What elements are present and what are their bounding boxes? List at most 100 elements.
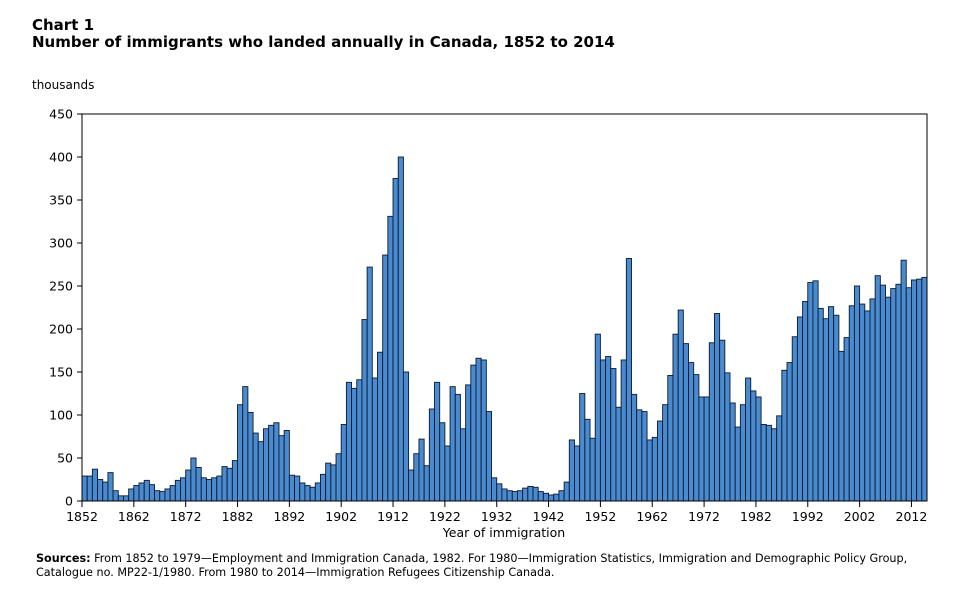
bar-1854 — [91, 468, 99, 502]
bar-2006 — [879, 284, 886, 502]
x-axis: 1852 1862 1872 1882 1892 1902 1912 1922 1932 1942… — [66, 501, 927, 524]
bar-1950 — [589, 437, 596, 502]
bar-1853 — [86, 475, 93, 502]
bar-1860 — [123, 495, 130, 502]
bar-1883 — [242, 386, 249, 502]
sources-text: From 1852 to 1979—Employment and Immigra… — [36, 552, 908, 579]
bar-1989 — [791, 336, 798, 502]
bar-1958 — [631, 393, 638, 502]
bar-1920 — [434, 381, 441, 502]
bar-1932 — [496, 483, 503, 502]
bar-1946 — [568, 439, 575, 502]
y-tick-label: 250 — [49, 279, 73, 294]
bar-1978 — [734, 426, 741, 502]
x-tick-label: 1872 — [170, 509, 202, 524]
bar-1985 — [771, 428, 778, 502]
bar-1877 — [211, 477, 218, 502]
bar-1904 — [351, 387, 358, 502]
bar-1905 — [356, 379, 363, 502]
bar-1870 — [174, 479, 181, 502]
bar-1931 — [491, 477, 498, 502]
bar-1998 — [838, 350, 845, 502]
sources-label: Sources: — [36, 552, 91, 565]
y-tick-label: 300 — [49, 236, 73, 251]
y-tick-label: 400 — [49, 150, 73, 165]
bar-1867 — [159, 491, 166, 502]
bar-1977 — [729, 402, 736, 502]
bar-2008 — [890, 288, 897, 502]
chart-number: Chart 1 — [32, 16, 95, 34]
bar-1868 — [164, 488, 171, 502]
bar-1971 — [698, 396, 705, 502]
bar-1940 — [537, 491, 544, 502]
x-tick-label: 1852 — [66, 509, 98, 524]
bar-1891 — [283, 430, 290, 502]
bar-1972 — [703, 396, 710, 502]
bar-1875 — [200, 477, 207, 502]
bar-1892 — [288, 474, 295, 502]
bar-1944 — [558, 490, 565, 502]
bar-1961 — [646, 439, 653, 502]
bar-1899 — [325, 462, 332, 502]
bar-1890 — [278, 435, 285, 502]
bar-2012 — [911, 279, 918, 502]
x-tick-label: 1992 — [792, 509, 824, 524]
bar-1953 — [605, 356, 612, 502]
bar-1930 — [485, 411, 492, 502]
bar-1999 — [843, 337, 850, 502]
x-tick-label: 1912 — [377, 509, 409, 524]
bar-2002 — [859, 303, 866, 502]
bar-1991 — [802, 301, 809, 502]
x-tick-label: 1952 — [584, 509, 616, 524]
bar-1901 — [335, 453, 342, 502]
bar-1906 — [361, 319, 368, 502]
bar-2013 — [916, 278, 923, 502]
bar-1862 — [133, 485, 140, 502]
bar-1973 — [708, 342, 715, 502]
bar-1996 — [828, 306, 835, 502]
bar-1948 — [579, 393, 586, 502]
y-axis: 0 50 100 150 200 250 300 350 400 450 — [49, 107, 82, 509]
bar-1927 — [470, 364, 477, 502]
bar-1902 — [340, 424, 347, 502]
bar-1968 — [682, 343, 689, 502]
x-tick-label: 1942 — [533, 509, 565, 524]
x-tick-label: 2012 — [896, 509, 928, 524]
bar-2010 — [900, 259, 907, 502]
bar-1974 — [714, 313, 721, 502]
bar-2014 — [921, 276, 928, 502]
bar-1924 — [454, 393, 461, 502]
bar-1928 — [475, 357, 482, 502]
bar-1913 — [397, 156, 404, 502]
bar-1855 — [97, 479, 104, 502]
bar-1896 — [309, 486, 316, 502]
bar-1900 — [330, 464, 337, 502]
bar-1873 — [190, 457, 197, 502]
y-tick-label: 50 — [57, 451, 73, 466]
x-tick-label: 2002 — [844, 509, 876, 524]
bar-1981 — [750, 390, 757, 502]
bar-1949 — [584, 418, 591, 502]
bar-1885 — [252, 432, 259, 502]
bar-1894 — [299, 482, 306, 502]
bar-1884 — [247, 411, 254, 502]
y-unit-label: thousands — [32, 78, 95, 92]
bar-1921 — [439, 422, 446, 502]
bar-1952 — [599, 359, 607, 502]
bar-1879 — [221, 466, 228, 502]
bar-1888 — [268, 424, 275, 502]
bar-1858 — [112, 490, 119, 502]
bar-1936 — [517, 490, 524, 502]
bar-1970 — [693, 374, 700, 502]
x-tick-label: 1862 — [118, 509, 150, 524]
bar-1871 — [180, 477, 187, 502]
bar-2007 — [885, 296, 892, 502]
bar-series — [81, 156, 928, 502]
bar-1956 — [620, 359, 627, 502]
bar-1907 — [366, 266, 373, 502]
x-tick-label: 1972 — [688, 509, 720, 524]
bar-1922 — [444, 445, 451, 502]
bar-1863 — [138, 482, 145, 502]
bar-1993 — [812, 280, 819, 502]
